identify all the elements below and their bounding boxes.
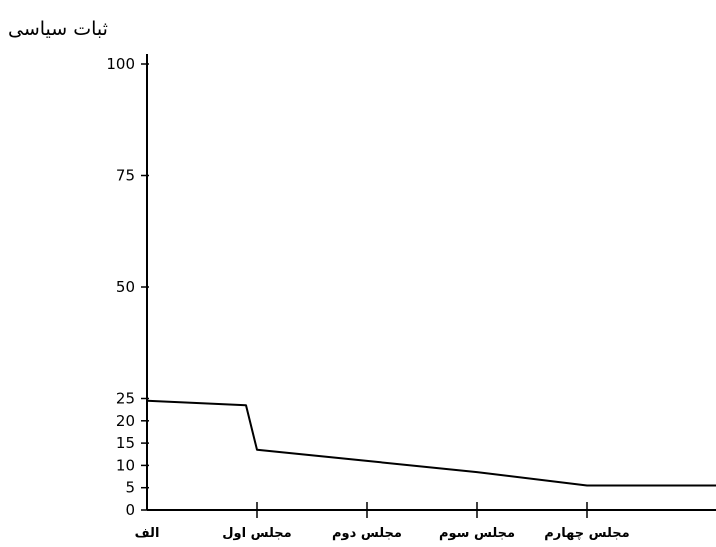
x-ticks: الف مجلس اول مجلس دوم مجلس سوم مجلس چهارم [135, 502, 630, 541]
x-tick-label: مجلس سوم [439, 526, 515, 541]
y-tick-label: 10 [116, 456, 135, 474]
y-axis-label: ثبات سیاسی [8, 18, 108, 40]
series-line [146, 399, 716, 487]
x-tick-label: الف [135, 526, 160, 541]
y-tick-label: 5 [125, 479, 135, 497]
y-tick-label: 15 [116, 434, 135, 452]
y-tick-label: 75 [116, 167, 135, 185]
x-tick-label: مجلس اول [222, 526, 291, 541]
y-ticks: 0 5 10 15 20 25 50 75 100 [106, 55, 149, 519]
series-group [146, 399, 716, 487]
x-tick-label: مجلس چهارم [544, 526, 629, 541]
y-tick-label: 50 [116, 278, 135, 296]
y-tick-label: 25 [116, 390, 135, 408]
y-tick-label: 100 [106, 55, 135, 73]
x-tick-label: مجلس دوم [332, 526, 402, 541]
y-tick-label: 0 [125, 501, 135, 519]
y-tick-label: 20 [116, 412, 135, 430]
axes [146, 54, 716, 511]
